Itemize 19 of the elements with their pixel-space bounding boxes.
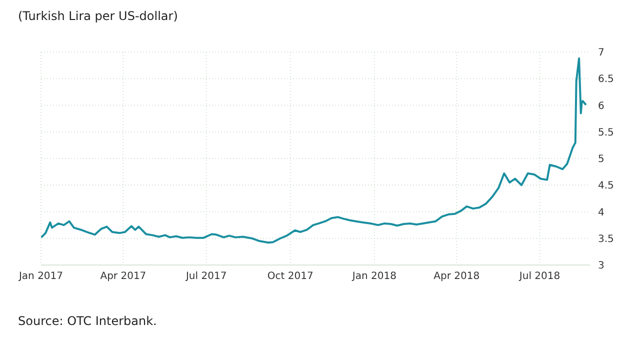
- y-tick-label: 6.5: [598, 74, 614, 86]
- y-tick-label: 4: [598, 207, 604, 218]
- x-tick-label: Apr 2017: [100, 271, 146, 282]
- x-tick-label: Apr 2018: [434, 271, 480, 282]
- y-tick-label: 4.5: [598, 180, 614, 192]
- x-tick-label: Jul 2017: [184, 271, 227, 282]
- y-tick-label: 3: [598, 260, 604, 272]
- x-tick-label: Oct 2017: [267, 271, 314, 282]
- y-tick-label: 7: [598, 48, 604, 58]
- chart-title: (Turkish Lira per US-dollar): [18, 9, 178, 23]
- y-tick-label: 3.5: [598, 234, 614, 245]
- y-tick-label: 5.5: [598, 127, 614, 138]
- x-tick-label: Jul 2018: [518, 271, 560, 282]
- y-tick-label: 6: [598, 100, 604, 112]
- x-tick-label: Jan 2018: [351, 271, 396, 282]
- x-tick-label: Jan 2017: [18, 271, 64, 282]
- y-tick-label: 5: [598, 154, 604, 165]
- line-series: [40, 57, 586, 244]
- source-note: Source: OTC Interbank.: [18, 314, 157, 328]
